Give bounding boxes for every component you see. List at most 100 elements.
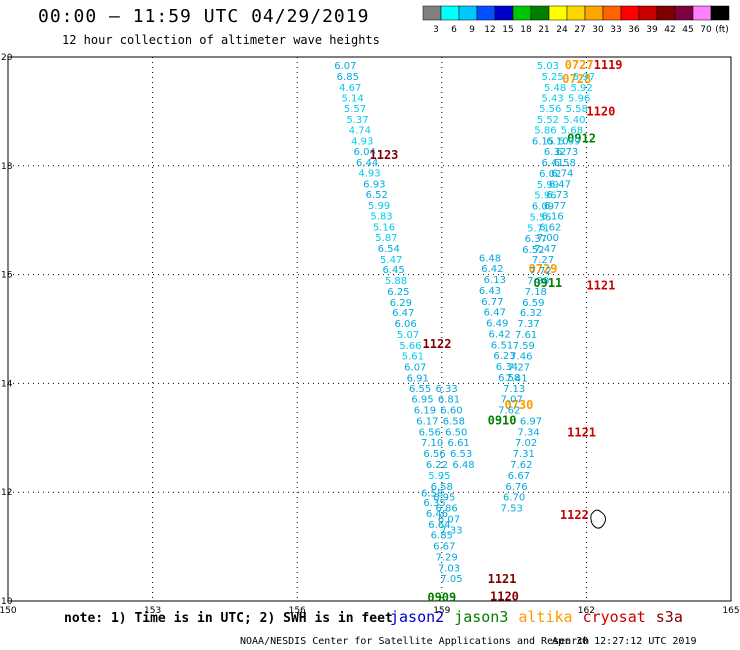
colorbar-swatch	[548, 5, 568, 21]
swh-value: 6.62	[539, 222, 561, 233]
swh-value: 5.99	[368, 201, 390, 212]
colorbar-swatch	[440, 5, 460, 21]
swh-value: 6.56	[419, 427, 441, 438]
swh-value: 7.72	[529, 266, 551, 277]
track-time-label: 1120	[586, 104, 615, 118]
swh-value: 6.32	[544, 147, 566, 158]
swh-value: 6.81	[438, 395, 460, 406]
swh-value: 6.61	[448, 438, 470, 449]
swh-value: 6.51	[491, 340, 513, 351]
colorbar-swatch	[710, 5, 730, 21]
swh-value: 6.07	[404, 363, 426, 374]
swh-value: 5.40	[563, 115, 585, 126]
colorbar-label: 15	[502, 25, 513, 35]
swh-value: 5.03	[537, 61, 559, 72]
swh-value: 6.58	[431, 482, 453, 493]
track-time-label: 1119	[594, 58, 623, 72]
mission-legend: jason2 jason3 altika cryosat s3a	[390, 608, 693, 626]
x-tick-label: 165	[722, 606, 739, 616]
chart-subtitle: 12 hour collection of altimeter wave hei…	[62, 33, 380, 47]
colorbar-label: 45	[682, 25, 693, 35]
swh-value: 6.95	[433, 493, 455, 504]
swh-value: 7.07	[501, 395, 523, 406]
swh-value: 5.92	[570, 83, 592, 94]
swh-value: 7.18	[525, 287, 547, 298]
swh-value: 6.17	[416, 416, 438, 427]
swh-value: 7.39	[527, 276, 549, 287]
swh-value: 7.29	[435, 552, 457, 563]
swh-value: 7.37	[517, 319, 539, 330]
swh-value: 6.58	[498, 373, 520, 384]
swh-value: 6.47	[484, 308, 506, 319]
track-time-label: 1122	[560, 508, 589, 522]
swh-value: 5.71	[527, 223, 549, 234]
colorbar-legend: 3 6 9 12 15 18 21 24 27 30 33 36 39 42 45 70 (ft)	[422, 5, 730, 35]
mission-legend-item: cryosat	[582, 608, 646, 626]
swh-value: 6.52	[366, 190, 388, 201]
y-tick-label: 18	[1, 162, 13, 172]
swh-value: 7.05	[440, 574, 462, 585]
track-time-label: 1123	[370, 148, 399, 162]
swh-value: 7.41	[505, 374, 527, 385]
swh-value: 6.59	[522, 298, 544, 309]
colorbar-label: 24	[556, 25, 568, 35]
colorbar-swatch	[494, 5, 514, 21]
colorbar-swatch	[656, 5, 676, 21]
swh-value: 7.47	[534, 244, 556, 255]
swh-value: 6.32	[520, 308, 542, 319]
swh-value: 6.74	[551, 168, 573, 179]
swh-value: 6.13	[484, 275, 506, 286]
swh-value: 6.67	[508, 471, 530, 482]
track-time-label: 0730	[504, 398, 533, 412]
mission-legend-item: s3a	[655, 608, 683, 626]
swh-value: 6.64	[428, 520, 450, 531]
swh-value: 7.02	[515, 438, 537, 449]
swh-value: 6.34	[496, 362, 518, 373]
swh-value: 4.93	[358, 168, 380, 179]
colorbar-swatch	[602, 5, 622, 21]
swh-value: 6.29	[390, 298, 412, 309]
track-time-label: 1120	[490, 590, 519, 604]
swh-value: 5.86	[534, 125, 556, 136]
mission-legend-item: jason3	[454, 608, 509, 626]
swh-value: 7.62	[510, 460, 532, 471]
swh-value: 6.07	[438, 514, 460, 525]
swh-value: 5.95	[428, 471, 450, 482]
track-time-label: 1122	[423, 337, 452, 351]
swh-value: 7.62	[498, 406, 520, 417]
track-time-label: 1121	[586, 278, 615, 292]
colorbar-label: 42	[664, 25, 675, 35]
swh-value: 7.33	[440, 525, 462, 536]
swh-value: 6.58	[554, 158, 576, 169]
swh-value: 6.77	[544, 201, 566, 212]
swh-value: 6.53	[450, 449, 472, 460]
swh-value: 5.57	[344, 104, 366, 115]
swh-value: 6.91	[407, 374, 429, 385]
chart-title: 00:00 – 11:59 UTC 04/29/2019	[38, 6, 370, 27]
swh-value: 6.55	[409, 384, 431, 395]
x-tick-label: 150	[0, 606, 17, 616]
swh-value: 5.48	[544, 83, 566, 94]
track-time-label: 0911	[533, 276, 562, 290]
swh-value: 6.19	[414, 406, 436, 417]
colorbar-swatch	[620, 5, 640, 21]
swh-value: 7.46	[510, 352, 532, 363]
swh-value: 7.03	[438, 563, 460, 574]
swh-value: 6.09	[532, 202, 554, 213]
colorbar-swatch	[638, 5, 658, 21]
swh-value: 6.73	[546, 190, 568, 201]
track-time-label: 0912	[567, 132, 596, 146]
swh-value: 7.27	[508, 363, 530, 374]
swh-value: 7.61	[515, 330, 537, 341]
x-tick-label: 159	[433, 606, 450, 616]
swh-value: 5.37	[346, 115, 368, 126]
y-tick-label: 20	[1, 53, 13, 63]
swh-value: 5.16	[373, 222, 395, 233]
colorbar-label: (ft)	[715, 25, 729, 35]
track-time-label: 0910	[488, 413, 517, 427]
colorbar-label: 6	[451, 25, 457, 35]
swh-value: 6.41	[542, 158, 564, 169]
swh-value: 5.68	[561, 125, 583, 136]
colorbar-swatch	[512, 5, 532, 21]
